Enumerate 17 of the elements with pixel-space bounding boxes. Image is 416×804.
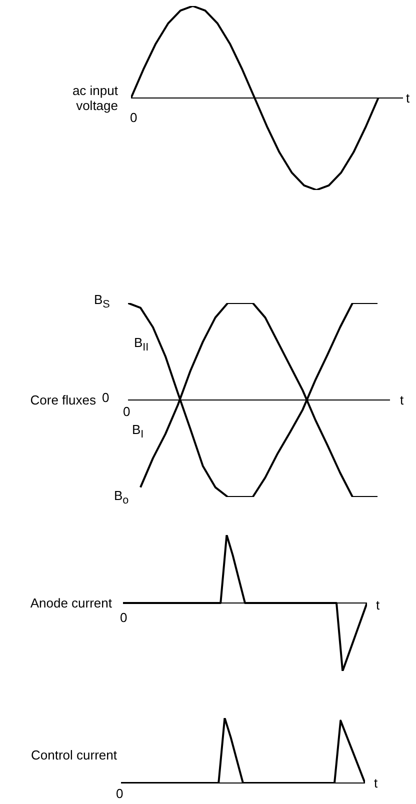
series-label: B$_{II}$ (134, 335, 149, 354)
y-axis-title: Control current (30, 748, 117, 762)
text: 0 (116, 786, 124, 801)
annotation: 0 (120, 610, 128, 625)
y-axis-title: Core fluxes (29, 392, 96, 408)
x-axis-title: t (406, 90, 410, 106)
y-axis-title: ac input voltage (71, 83, 118, 113)
x-axis-title: t (374, 776, 378, 790)
series-label: B$_{I}$ (132, 422, 144, 441)
y-axis-title: Anode current (29, 596, 112, 610)
annotation: B$_{o}$ (114, 488, 129, 507)
x-axis-title: t (400, 392, 404, 408)
text: 0 (102, 390, 110, 405)
text: B$_{S}$ (94, 292, 110, 311)
annotation: 0 (130, 110, 138, 125)
x-axis-title: t (376, 598, 380, 612)
annotation: 0 (123, 404, 130, 419)
